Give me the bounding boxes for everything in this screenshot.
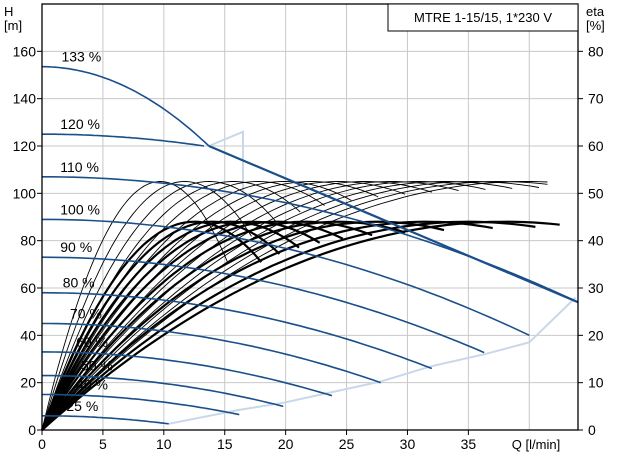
- efficiency-curve-thin: [41, 181, 252, 431]
- y-right-tick-label: 70: [588, 91, 604, 107]
- efficiency-curves: [40, 181, 560, 431]
- y-left-title: H: [4, 4, 13, 19]
- envelope-line-upper: [208, 130, 244, 194]
- y-left-unit: [m]: [4, 18, 22, 33]
- x-tick-label: 15: [217, 436, 233, 452]
- y-left-tick-label: 120: [13, 138, 37, 154]
- y-right-tick-label: 20: [588, 327, 604, 343]
- speed-curve-label: 60 %: [76, 334, 108, 350]
- speed-curve: [42, 393, 240, 416]
- speed-curve-label: 133 %: [61, 49, 101, 65]
- speed-curve-label: 50 %: [81, 358, 113, 374]
- x-tick-label: 5: [99, 436, 107, 452]
- speed-curve: [41, 291, 433, 370]
- speed-curve-label: 120 %: [60, 116, 100, 132]
- efficiency-curve-thin: [41, 181, 540, 431]
- y-right-tick-label: 30: [588, 280, 604, 296]
- axes: [41, 3, 579, 431]
- y-right-title: eta: [586, 4, 605, 19]
- power-limit-line: [208, 144, 579, 304]
- y-right-tick-label: 40: [588, 233, 604, 249]
- speed-curve-label: 100 %: [60, 201, 100, 217]
- y-right-tick-label: 10: [588, 375, 604, 391]
- efficiency-curve-thin: [41, 181, 406, 431]
- x-tick-label: 0: [38, 436, 46, 452]
- efficiency-curve-thick: [41, 220, 493, 431]
- x-tick-label: 10: [156, 436, 172, 452]
- speed-curve: [42, 374, 284, 408]
- y-left-tick-label: 80: [20, 233, 36, 249]
- chart-title: MTRE 1-15/15, 1*230 V: [414, 10, 552, 25]
- speed-curve: [42, 218, 530, 337]
- y-left-tick-label: 40: [20, 327, 36, 343]
- efficiency-curve-thin: [41, 181, 486, 431]
- speed-curve-label: 40 %: [76, 377, 108, 393]
- efficiency-curve-thick: [41, 220, 536, 431]
- speed-curve-label: 25 %: [66, 398, 98, 414]
- speed-curve-label: 80 %: [63, 275, 95, 291]
- y-left-tick-label: 0: [28, 422, 36, 438]
- speed-curve-label: 90 %: [60, 239, 92, 255]
- efficiency-curve-thin: [41, 181, 548, 431]
- efficiency-curve-thin: [41, 181, 277, 431]
- y-left-tick-label: 60: [20, 280, 36, 296]
- y-left-tick-label: 20: [20, 375, 36, 391]
- y-right-tick-label: 80: [588, 43, 604, 59]
- speed-curve: [42, 176, 579, 303]
- speed-curve: [41, 256, 485, 354]
- title-box: [387, 3, 579, 32]
- speed-curve: [42, 322, 381, 384]
- efficiency-curve-thin: [41, 181, 352, 431]
- efficiency-curve-thick: [40, 220, 263, 431]
- speed-curve: [42, 133, 205, 147]
- speed-curves: [41, 65, 579, 425]
- y-left-tick-label: 100: [13, 185, 37, 201]
- efficiency-curve-thick: [41, 220, 300, 431]
- plot-frame: [41, 3, 579, 431]
- envelope-line: [168, 296, 577, 425]
- tick-labels: 0 5 10 15 20 25 30 35 0 20 40 60 80 100 120 140 160 0 10 20…: [13, 43, 604, 452]
- speed-curve: [42, 65, 210, 147]
- efficiency-curve-thin: [41, 181, 228, 431]
- efficiency-envelope: [168, 130, 577, 425]
- speed-curve-label: 70 %: [70, 306, 102, 322]
- y-left-tick-label: 160: [13, 43, 37, 59]
- y-right-tick-label: 0: [588, 422, 596, 438]
- x-tick-label: 25: [339, 436, 355, 452]
- x-axis-title: Q [l/min]: [512, 437, 560, 452]
- x-tick-label: 35: [461, 436, 477, 452]
- speed-curve-label: 110 %: [60, 159, 99, 175]
- efficiency-curve-thick: [41, 220, 560, 431]
- speed-curve: [42, 351, 333, 397]
- x-tick-label: 30: [400, 436, 416, 452]
- speed-curve: [42, 415, 169, 425]
- y-right-unit: [%]: [586, 18, 605, 33]
- y-right-tick-label: 60: [588, 138, 604, 154]
- y-left-tick-label: 140: [13, 91, 37, 107]
- x-tick-label: 20: [278, 436, 294, 452]
- curve-labels: 133 % 120 % 110 % 100 % 90 % 80 % 70 % 60 % 50 %…: [60, 49, 113, 414]
- y-right-tick-label: 50: [588, 185, 604, 201]
- efficiency-curve-thin: [41, 181, 325, 431]
